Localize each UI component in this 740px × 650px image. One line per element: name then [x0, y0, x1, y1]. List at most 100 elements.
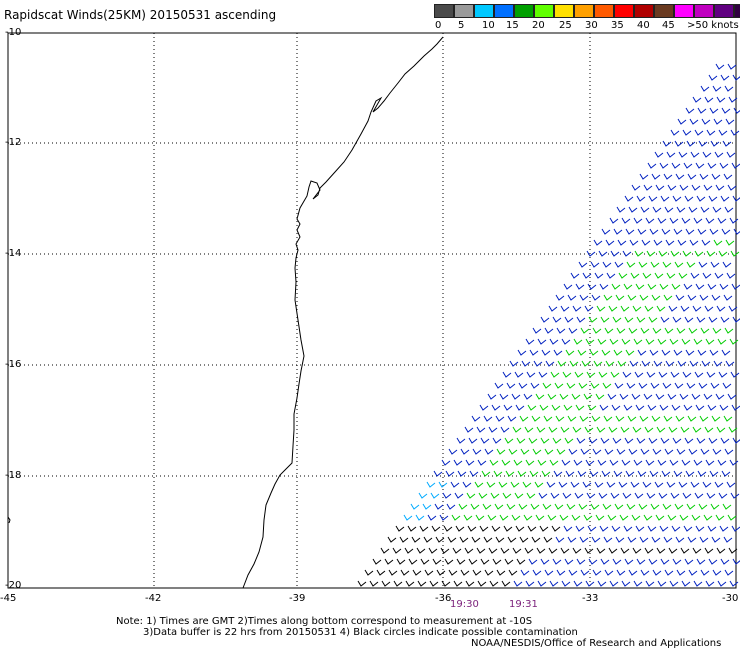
legend-label: >50 knots	[687, 20, 739, 31]
wind-barb	[462, 481, 472, 488]
wind-barb	[577, 470, 587, 477]
wind-barb	[520, 569, 530, 576]
wind-barb	[641, 239, 651, 246]
wind-barb	[456, 558, 466, 565]
wind-barb	[697, 228, 707, 235]
wind-barb	[700, 85, 710, 92]
wind-barb	[504, 558, 514, 565]
wind-barb	[540, 316, 550, 323]
wind-barb	[717, 338, 727, 345]
wind-barb	[528, 437, 538, 444]
wind-barb	[376, 569, 386, 576]
wind-barb	[416, 547, 426, 554]
wind-barb	[664, 327, 674, 334]
wind-barb	[502, 492, 512, 499]
wind-barb	[723, 415, 733, 422]
wind-barb	[669, 217, 679, 224]
wind-barb	[422, 503, 432, 510]
wind-barb	[540, 437, 550, 444]
wind-barb	[597, 459, 607, 466]
wind-barb	[439, 514, 449, 521]
wind-barb	[570, 272, 580, 279]
wind-barb	[643, 184, 653, 191]
wind-barb	[699, 294, 709, 301]
wind-barb	[631, 184, 641, 191]
wind-barb	[696, 195, 706, 202]
wind-barb	[669, 459, 679, 466]
wind-barb	[567, 415, 577, 422]
wind-barb	[611, 404, 621, 411]
wind-barb	[624, 316, 634, 323]
wind-barb	[549, 580, 559, 587]
wind-barb	[646, 371, 656, 378]
wind-barb	[526, 371, 536, 378]
wind-barb	[448, 569, 458, 576]
wind-barb	[536, 547, 546, 554]
wind-barb	[563, 283, 573, 290]
wind-barb	[479, 404, 489, 411]
wind-barb	[609, 338, 619, 345]
wind-barb	[584, 305, 594, 312]
wind-barb	[636, 316, 646, 323]
wind-barb	[636, 195, 646, 202]
wind-barb	[682, 371, 692, 378]
wind-barb	[431, 525, 441, 532]
wind-barb	[469, 470, 479, 477]
wind-barb	[655, 184, 665, 191]
wind-barb	[719, 525, 729, 532]
legend-label: 30	[585, 20, 598, 31]
wind-barb	[693, 580, 703, 587]
wind-barb	[710, 140, 720, 147]
wind-barb	[454, 492, 464, 499]
wind-barb	[388, 569, 398, 576]
wind-barb	[608, 547, 618, 554]
wind-barb	[638, 382, 648, 389]
wind-barb	[487, 393, 497, 400]
legend-swatch	[674, 4, 694, 18]
wind-barb	[592, 448, 602, 455]
wind-barb	[689, 360, 699, 367]
wind-barb	[718, 371, 728, 378]
wind-barb	[652, 569, 662, 576]
wind-barb	[632, 426, 642, 433]
wind-barb	[465, 580, 475, 587]
wind-barb	[657, 338, 667, 345]
wind-barb	[570, 481, 580, 488]
wind-barb	[610, 371, 620, 378]
wind-barb	[680, 547, 690, 554]
wind-barb	[701, 239, 711, 246]
wind-barb	[719, 404, 729, 411]
wind-barb	[587, 525, 597, 532]
wind-barb	[695, 162, 705, 169]
wind-barb	[703, 514, 713, 521]
wind-barb	[624, 195, 634, 202]
wind-barb	[463, 514, 473, 521]
legend-label: 15	[506, 20, 519, 31]
wind-barb	[495, 415, 505, 422]
wind-barb	[451, 514, 461, 521]
wind-barb	[700, 327, 710, 334]
wind-barb	[519, 415, 529, 422]
wind-barb	[698, 261, 708, 268]
wind-barb	[569, 360, 579, 367]
wind-barb	[622, 250, 632, 257]
wind-barb	[591, 536, 601, 543]
wind-barb	[596, 305, 606, 312]
wind-barb	[429, 580, 439, 587]
wind-barb	[714, 151, 724, 158]
wind-barb	[689, 239, 699, 246]
wind-barb	[685, 349, 695, 356]
wind-barb	[494, 382, 504, 389]
wind-barb	[678, 481, 688, 488]
wind-barb	[579, 294, 589, 301]
wind-barb	[539, 404, 549, 411]
wind-barb	[622, 492, 632, 499]
wind-barb	[428, 547, 438, 554]
wind-barb	[510, 481, 520, 488]
wind-barb	[513, 580, 523, 587]
wind-barb	[440, 547, 450, 554]
wind-barb	[624, 437, 634, 444]
wind-barb	[727, 63, 737, 70]
wind-barb	[522, 481, 532, 488]
wind-barb	[665, 360, 675, 367]
